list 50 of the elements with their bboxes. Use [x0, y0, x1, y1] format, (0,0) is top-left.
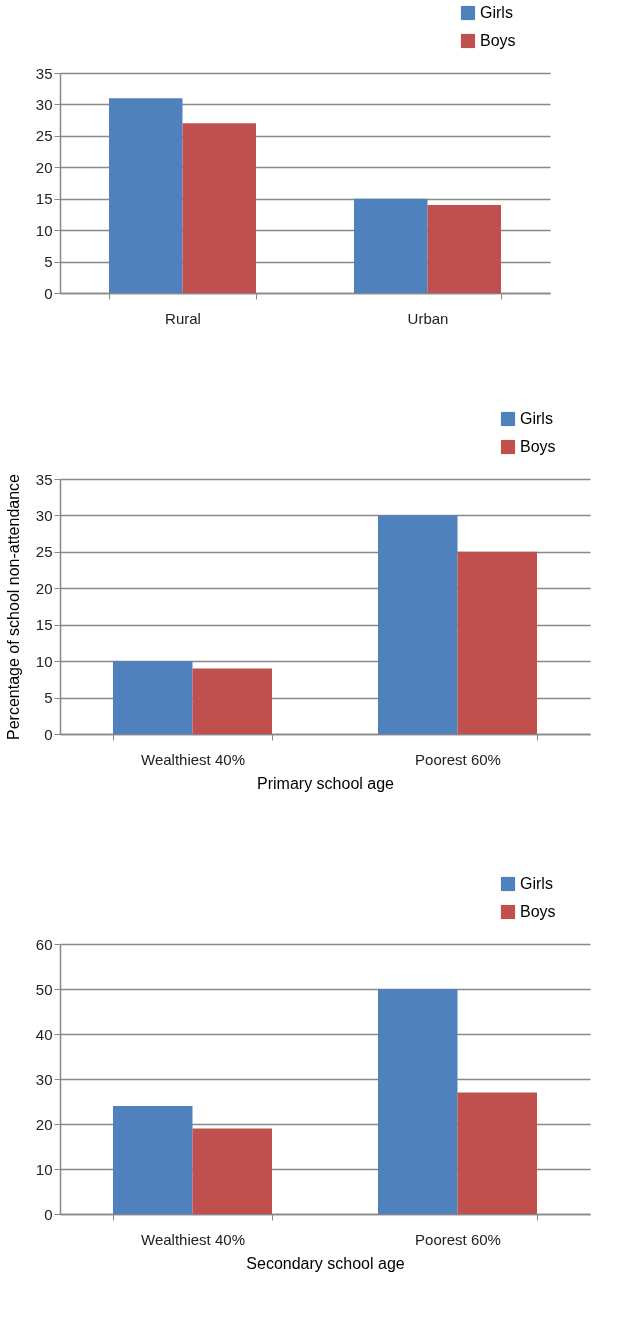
bar: [378, 989, 458, 1214]
x-tick-label: Poorest 60%: [415, 1230, 501, 1248]
bar: [113, 1106, 193, 1214]
y-tick-label: 0: [44, 725, 53, 743]
y-tick-label: 10: [35, 652, 53, 670]
y-tick-label: 5: [44, 689, 53, 707]
y-tick-label: 40: [35, 1025, 53, 1043]
x-axis-title: Primary school age: [257, 774, 395, 792]
bar: [457, 1092, 537, 1214]
x-axis-title: Secondary school age: [246, 1254, 405, 1272]
legend-label: Boys: [520, 903, 556, 920]
y-tick-label: 30: [35, 506, 53, 524]
y-tick-label: 20: [35, 579, 53, 597]
y-tick-label: 15: [35, 616, 53, 634]
y-tick-label: 25: [35, 543, 53, 561]
bar: [113, 661, 193, 734]
y-tick-label: 35: [35, 64, 53, 82]
y-tick-label: 15: [35, 190, 53, 208]
y-tick-label: 60: [35, 935, 53, 953]
x-tick-label: Wealthiest 40%: [141, 750, 245, 768]
y-tick-label: 0: [44, 1205, 53, 1223]
y-tick-label: 30: [35, 95, 53, 113]
y-tick-label: 50: [35, 980, 53, 998]
y-tick-label: 5: [44, 253, 53, 271]
bar: [457, 551, 537, 734]
y-axis-title: Percentage of school non-attendance: [4, 473, 22, 740]
bar: [192, 1128, 272, 1214]
bar: [427, 205, 501, 293]
bar: [192, 668, 272, 734]
y-tick-label: 35: [35, 470, 53, 488]
y-tick-label: 10: [35, 1160, 53, 1178]
x-tick-label: Urban: [407, 309, 449, 327]
x-tick-label: Poorest 60%: [415, 750, 501, 768]
bar: [354, 198, 428, 293]
y-tick-label: 20: [35, 1115, 53, 1133]
y-tick-label: 10: [35, 221, 53, 239]
y-tick-label: 25: [35, 127, 53, 145]
y-tick-label: 20: [35, 158, 53, 176]
y-tick-label: 30: [35, 1070, 53, 1088]
bar: [109, 98, 183, 293]
bar: [182, 123, 256, 293]
legend-label: Boys: [480, 32, 516, 49]
x-tick-label: Wealthiest 40%: [141, 1230, 245, 1248]
x-tick-label: Rural: [165, 309, 201, 327]
legend-label: Girls: [520, 410, 553, 427]
y-tick-label: 0: [44, 284, 53, 302]
bar: [378, 515, 458, 734]
legend-label: Girls: [480, 4, 513, 21]
legend-label: Girls: [520, 875, 553, 892]
legend-label: Boys: [520, 438, 556, 455]
